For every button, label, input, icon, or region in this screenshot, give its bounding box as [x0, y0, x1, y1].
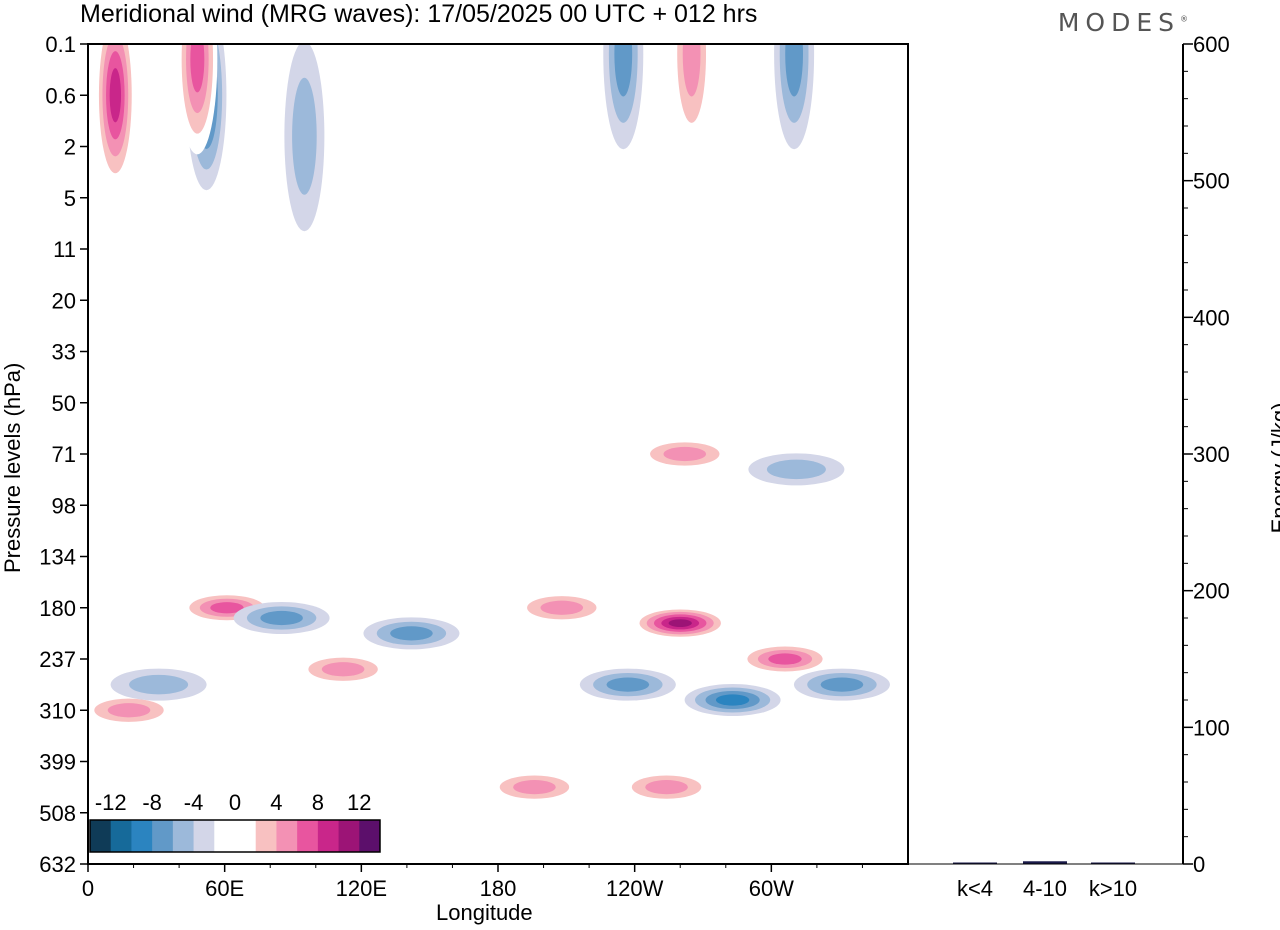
- contour-region-16-5: [668, 619, 692, 628]
- contour-region-4-2: [614, 44, 633, 97]
- contour-region-18-3: [768, 653, 802, 665]
- y-tick-label: 180: [39, 596, 76, 621]
- y-tick-label: 5: [64, 186, 76, 211]
- logo-text: MODES: [1057, 8, 1180, 37]
- modes-logo: MODES®: [1058, 8, 1188, 37]
- colorbar-label: 4: [270, 790, 282, 815]
- energy-tick-label: 100: [1193, 715, 1230, 740]
- colorbar: -12 -8 -4 0 4 8 12: [89, 790, 381, 853]
- y-tick-label: 237: [39, 647, 76, 672]
- y-tick-label: 71: [52, 442, 76, 467]
- x-tick-label: 60E: [205, 876, 244, 901]
- energy-category-label: k<4: [957, 876, 993, 901]
- colorbar-frame: [89, 819, 381, 853]
- colorbar-swatch: [317, 820, 340, 852]
- x-tick-label: 180: [480, 876, 517, 901]
- colorbar-label: 8: [312, 790, 324, 815]
- colorbar-swatch: [276, 820, 298, 852]
- y-tick-label: 0.6: [45, 83, 76, 108]
- contour-region-7-2: [107, 703, 151, 718]
- colorbar-swatch: [359, 820, 381, 852]
- contour-region-21-1: [766, 459, 826, 480]
- colorbar-swatch: [255, 820, 277, 852]
- x-tick-label: 0: [82, 876, 94, 901]
- logo-mark: ®: [1180, 14, 1188, 24]
- energy-category-label: k>10: [1089, 876, 1137, 901]
- y-tick-label: 632: [39, 852, 76, 877]
- y-axis-label: Pressure levels (hPa): [0, 362, 25, 573]
- y-tick-label: 508: [39, 801, 76, 826]
- contour-region-11-2: [321, 662, 365, 677]
- heatmap-axes: 0.1 0.6 2 5 11 20 33 50 71 98 134 180 237 310 399 508 63…: [39, 32, 909, 901]
- y-tick-label: 399: [39, 750, 76, 775]
- energy-tick-label: 400: [1193, 305, 1230, 330]
- x-tick-label: 120E: [336, 876, 387, 901]
- contour-region-22-2: [513, 780, 556, 795]
- energy-tick-label: 500: [1193, 169, 1230, 194]
- contour-region-15-2: [606, 677, 650, 692]
- colorbar-label: 12: [347, 790, 371, 815]
- contour-region-9-3: [210, 602, 244, 614]
- contour-region-8-1: [129, 674, 189, 695]
- energy-axis-label: Energy (J/kg): [1267, 402, 1280, 534]
- colorbar-swatch: [90, 820, 112, 852]
- y-tick-label: 0.1: [45, 32, 76, 57]
- energy-tick-label: 200: [1193, 579, 1230, 604]
- energy-tick-label: 600: [1193, 32, 1230, 57]
- x-tick-label: 120W: [606, 876, 664, 901]
- energy-bar: [1023, 861, 1067, 864]
- energy-bars: [953, 861, 1135, 864]
- y-tick-label: 2: [64, 135, 76, 160]
- colorbar-swatch: [338, 820, 360, 852]
- contour-region-12-2: [390, 626, 433, 641]
- contour-region-2-3: [190, 44, 205, 93]
- colorbar-label: -12: [95, 790, 127, 815]
- heatmap-contours: [88, 44, 908, 864]
- contour-region-5-2: [682, 44, 701, 97]
- colorbar-swatch: [214, 820, 236, 852]
- y-tick-label: 20: [52, 288, 76, 313]
- y-tick-label: 310: [39, 698, 76, 723]
- y-tick-label: 98: [52, 493, 76, 518]
- colorbar-swatch: [297, 820, 319, 852]
- y-tick-label: 50: [52, 391, 76, 416]
- energy-bar: [1091, 862, 1135, 864]
- energy-bar: [953, 862, 997, 864]
- contour-region-0-4: [109, 68, 122, 123]
- colorbar-swatch: [172, 820, 195, 852]
- contour-region-10-2: [260, 610, 303, 626]
- colorbar-swatch: [131, 820, 153, 852]
- colorbar-label: -4: [184, 790, 204, 815]
- plot-background: [88, 44, 908, 864]
- contour-region-17-3: [715, 694, 750, 706]
- colorbar-swatch: [193, 820, 215, 852]
- colorbar-swatch: [110, 820, 132, 852]
- contour-region-23-2: [645, 780, 688, 795]
- y-tick-label: 33: [52, 340, 76, 365]
- y-tick-label: 134: [39, 545, 76, 570]
- energy-tick-label: 0: [1193, 852, 1205, 877]
- chart-title: Meridional wind (MRG waves): 17/05/2025 …: [80, 0, 758, 28]
- colorbar-swatch: [152, 820, 174, 852]
- y-tick-label: 11: [53, 237, 76, 262]
- x-tick-label: 60W: [749, 876, 794, 901]
- energy-tick-label: 300: [1193, 442, 1230, 467]
- contour-region-3-1: [292, 77, 317, 195]
- contour-region-14-2: [540, 600, 584, 615]
- colorbar-label: -8: [142, 790, 162, 815]
- colorbar-swatch: [235, 820, 257, 852]
- contour-region-6-2: [785, 44, 804, 97]
- contour-region-13-0: [461, 643, 558, 675]
- energy-category-label: 4-10: [1023, 876, 1067, 901]
- contour-region-20-2: [663, 446, 707, 462]
- colorbar-label: 0: [229, 790, 241, 815]
- contour-region-19-2: [820, 677, 864, 692]
- energy-axes: k<4 4-10 k>10 0 100 200 300 400 500 600: [908, 32, 1230, 901]
- x-axis-label: Longitude: [436, 900, 533, 925]
